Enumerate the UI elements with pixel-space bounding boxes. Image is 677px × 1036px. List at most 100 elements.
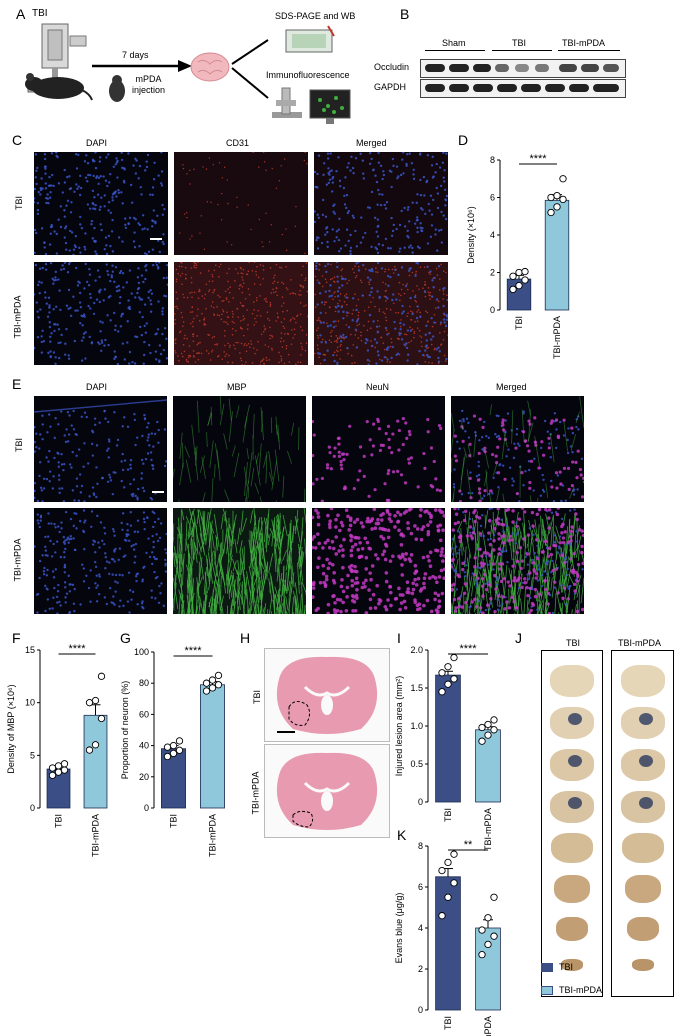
- band: [497, 84, 517, 92]
- y-tick-label: 0: [418, 1005, 423, 1015]
- brain-slice: [625, 875, 661, 903]
- electrophoresis-icon: [282, 24, 340, 54]
- data-point: [451, 676, 457, 682]
- row-label-tbi: TBI: [14, 438, 24, 452]
- data-point: [516, 269, 522, 275]
- data-point: [92, 697, 98, 703]
- image-tbi-mpda-mbp: [173, 508, 306, 614]
- band: [495, 64, 509, 72]
- band: [425, 64, 445, 72]
- band: [603, 64, 619, 72]
- band: [473, 64, 491, 72]
- data-point: [49, 765, 55, 771]
- data-point: [548, 194, 554, 200]
- brain-slice: [627, 917, 659, 941]
- data-point: [209, 677, 215, 683]
- significance-label: **: [464, 839, 473, 851]
- brain-slice: [550, 707, 594, 739]
- data-point: [61, 761, 67, 767]
- band: [473, 84, 493, 92]
- bar-tbi-mpda: [200, 685, 224, 808]
- data-point: [92, 742, 98, 748]
- data-point: [164, 753, 170, 759]
- data-point: [439, 670, 445, 676]
- x-tick-label: TBI: [54, 814, 64, 828]
- data-point: [479, 724, 485, 730]
- y-tick-label: 1.5: [410, 683, 423, 693]
- data-point: [176, 747, 182, 753]
- y-axis-label: Evans blue (μg/g): [394, 893, 404, 964]
- col-label-tbi: TBI: [566, 638, 580, 648]
- y-tick-label: 80: [139, 678, 149, 688]
- y-tick-label: 2.0: [410, 645, 423, 655]
- y-tick-label: 0: [418, 797, 423, 807]
- legend-label-tbi-mpda: TBI-mPDA: [559, 985, 602, 995]
- x-tick-label: TBI: [169, 814, 179, 828]
- y-axis-label: Density (×10⁶): [466, 206, 476, 263]
- band: [449, 84, 469, 92]
- y-tick-label: 8: [490, 155, 495, 165]
- group-line-tbi: [492, 50, 552, 51]
- row-label-tbi-mpda: TBI-mPDA: [13, 295, 23, 338]
- y-tick-label: 1.0: [410, 721, 423, 731]
- data-point: [479, 927, 485, 933]
- scale-bar: [150, 238, 162, 240]
- data-point: [176, 738, 182, 744]
- col-label-dapi: DAPI: [86, 138, 107, 148]
- data-point: [485, 941, 491, 947]
- panel-letter-c: C: [12, 132, 22, 148]
- data-point: [560, 196, 566, 202]
- row-label-tbi-mpda: TBI-mPDA: [251, 771, 261, 814]
- image-tbi-mpda-merged: [314, 262, 448, 365]
- evans-blue-stain: [639, 797, 653, 809]
- y-tick-label: 20: [139, 772, 149, 782]
- seven-days-label: 7 days: [122, 50, 149, 60]
- brain-slice: [550, 749, 594, 781]
- significance-label: ****: [529, 153, 547, 165]
- significance-label: ****: [184, 645, 202, 657]
- x-tick-label: TBI-mPDA: [208, 814, 218, 857]
- scale-bar: [152, 491, 164, 493]
- brain-slice: [621, 707, 665, 739]
- image-tbi-merged: [451, 396, 584, 502]
- branch-lines: [230, 28, 270, 108]
- x-tick-label: TBI: [443, 1016, 453, 1030]
- image-tbi-neun: [312, 396, 445, 502]
- data-point: [554, 204, 560, 210]
- y-tick-label: 4: [490, 230, 495, 240]
- data-point: [86, 699, 92, 705]
- legend-swatch-tbi: [541, 963, 553, 972]
- band: [521, 84, 541, 92]
- y-tick-label: 100: [134, 647, 149, 657]
- data-point: [215, 682, 221, 688]
- data-point: [98, 673, 104, 679]
- brain-slice: [621, 665, 665, 697]
- mouse-icon: [18, 72, 94, 102]
- data-point: [439, 689, 445, 695]
- data-point: [491, 894, 497, 900]
- data-point: [164, 744, 170, 750]
- data-point: [445, 681, 451, 687]
- group-label-tbi-mpda: TBI-mPDA: [562, 38, 605, 48]
- y-tick-label: 8: [418, 841, 423, 851]
- brain-slice: [554, 875, 590, 903]
- band: [425, 84, 445, 92]
- data-point: [170, 742, 176, 748]
- col-label-merged: Merged: [356, 138, 387, 148]
- band: [569, 84, 589, 92]
- panel-letter-h: H: [240, 630, 250, 646]
- data-point: [510, 286, 516, 292]
- legend-swatch-tbi-mpda: [541, 986, 553, 995]
- data-point: [209, 685, 215, 691]
- he-section-tbi-mpda: [264, 744, 390, 838]
- y-tick-label: 40: [139, 741, 149, 751]
- x-tick-label: TBI: [514, 316, 524, 330]
- y-tick-label: 2: [490, 268, 495, 278]
- data-point: [203, 680, 209, 686]
- data-point: [215, 672, 221, 678]
- gapdh-blot: [420, 79, 626, 98]
- brain-slice: [632, 959, 654, 971]
- bar-tbi-mpda: [84, 715, 107, 808]
- brain-slice: [556, 917, 588, 941]
